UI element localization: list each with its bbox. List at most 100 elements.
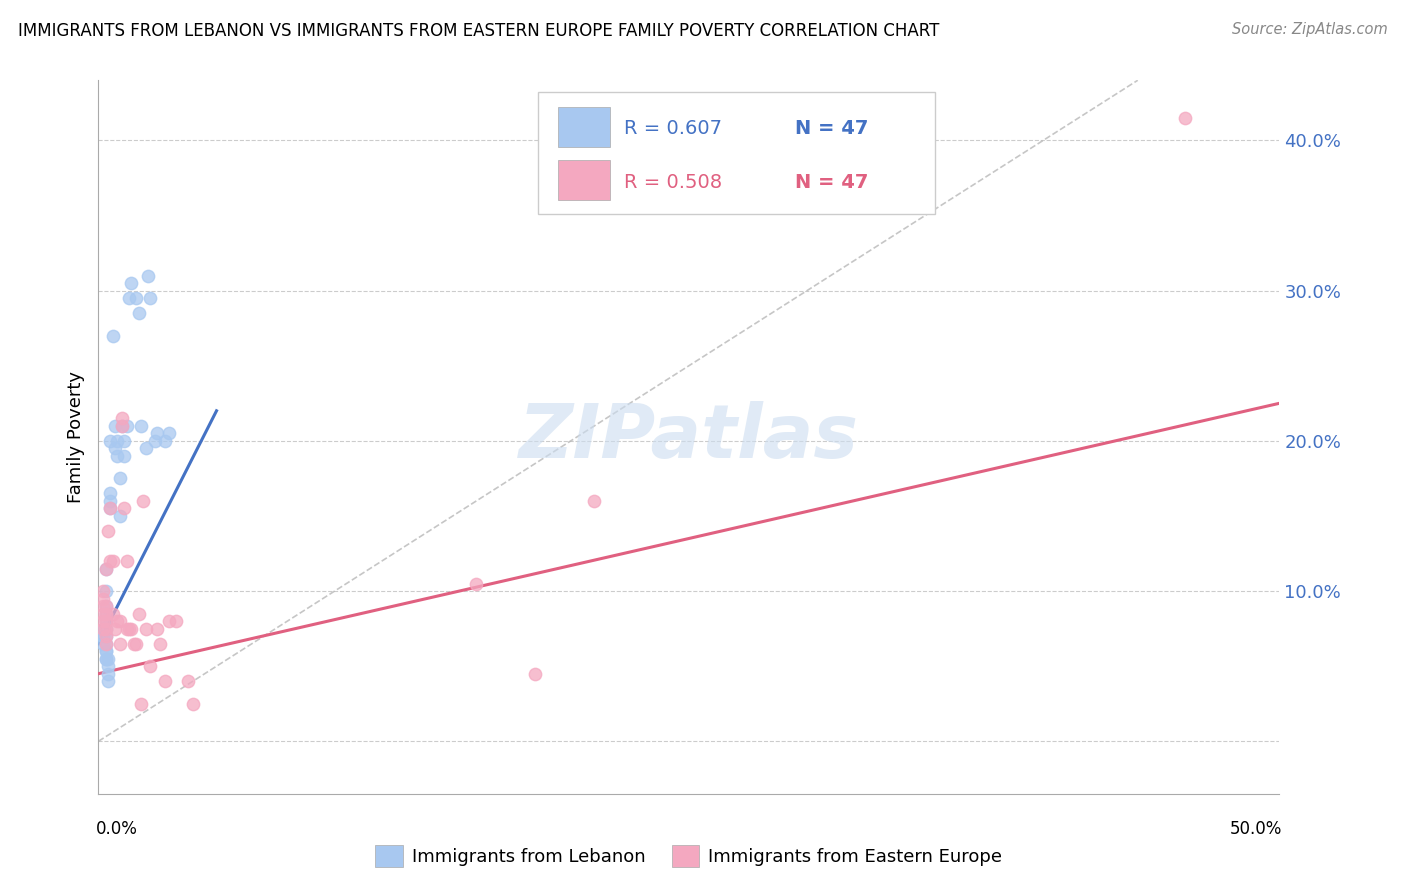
- Point: [153, 674, 176, 689]
- Point: [105, 614, 128, 628]
- Point: [115, 622, 138, 636]
- Point: [108, 614, 131, 628]
- Point: [111, 411, 134, 425]
- Point: [94, 607, 117, 621]
- Point: [121, 622, 143, 636]
- Point: [98, 494, 121, 508]
- Point: [139, 659, 162, 673]
- Point: [111, 418, 134, 433]
- Point: [94, 561, 117, 575]
- Point: [128, 607, 150, 621]
- Point: [91, 599, 114, 613]
- Point: [112, 434, 135, 448]
- Point: [153, 434, 176, 448]
- Point: [112, 449, 135, 463]
- Point: [157, 426, 180, 441]
- Point: [94, 561, 117, 575]
- Text: ZIPatlas: ZIPatlas: [519, 401, 859, 474]
- Point: [94, 644, 117, 658]
- Point: [139, 291, 162, 305]
- Point: [125, 637, 148, 651]
- Point: [98, 554, 121, 568]
- Point: [94, 637, 117, 651]
- Point: [97, 666, 120, 681]
- Point: [125, 291, 148, 305]
- Point: [108, 471, 131, 485]
- Point: [94, 607, 117, 621]
- Point: [112, 501, 135, 516]
- Point: [94, 651, 117, 665]
- Point: [97, 651, 120, 665]
- Point: [91, 622, 114, 636]
- Point: [105, 449, 128, 463]
- Point: [94, 599, 117, 613]
- Point: [146, 426, 169, 441]
- Point: [91, 584, 114, 599]
- Point: [136, 268, 159, 283]
- Text: R = 0.607: R = 0.607: [624, 119, 723, 137]
- Point: [111, 418, 134, 433]
- Point: [101, 554, 124, 568]
- Point: [94, 622, 117, 636]
- Point: [146, 622, 169, 636]
- Point: [128, 306, 150, 320]
- Y-axis label: Family Poverty: Family Poverty: [66, 371, 84, 503]
- Point: [129, 697, 152, 711]
- Point: [108, 637, 131, 651]
- Point: [121, 276, 143, 290]
- Point: [1174, 111, 1197, 125]
- Point: [91, 629, 114, 643]
- Legend: Immigrants from Lebanon, Immigrants from Eastern Europe: Immigrants from Lebanon, Immigrants from…: [375, 845, 1002, 867]
- Point: [165, 614, 187, 628]
- Point: [97, 674, 120, 689]
- Point: [94, 637, 117, 651]
- FancyBboxPatch shape: [558, 107, 610, 146]
- Point: [524, 666, 547, 681]
- Point: [135, 442, 157, 456]
- Point: [94, 599, 117, 613]
- Point: [91, 629, 114, 643]
- Point: [115, 418, 138, 433]
- Point: [104, 442, 127, 456]
- Point: [94, 614, 117, 628]
- Point: [94, 622, 117, 636]
- FancyBboxPatch shape: [558, 161, 610, 200]
- Point: [91, 622, 114, 636]
- Point: [181, 697, 204, 711]
- Point: [132, 494, 155, 508]
- Point: [94, 629, 117, 643]
- Text: IMMIGRANTS FROM LEBANON VS IMMIGRANTS FROM EASTERN EUROPE FAMILY POVERTY CORRELA: IMMIGRANTS FROM LEBANON VS IMMIGRANTS FR…: [18, 22, 939, 40]
- Point: [98, 501, 121, 516]
- Point: [104, 622, 127, 636]
- Text: 50.0%: 50.0%: [1230, 820, 1282, 838]
- Point: [177, 674, 200, 689]
- Point: [98, 501, 121, 516]
- Point: [135, 622, 157, 636]
- Text: 0.0%: 0.0%: [96, 820, 138, 838]
- Text: N = 47: N = 47: [796, 119, 869, 137]
- Point: [115, 554, 138, 568]
- Point: [104, 418, 127, 433]
- Point: [91, 614, 114, 628]
- Point: [94, 629, 117, 643]
- Point: [94, 651, 117, 665]
- Point: [583, 494, 606, 508]
- Point: [101, 607, 124, 621]
- Point: [157, 614, 180, 628]
- Point: [149, 637, 172, 651]
- Point: [101, 328, 124, 343]
- Point: [105, 434, 128, 448]
- Text: N = 47: N = 47: [796, 173, 869, 192]
- Point: [143, 434, 166, 448]
- Point: [91, 607, 114, 621]
- Point: [91, 637, 114, 651]
- Point: [94, 614, 117, 628]
- Point: [91, 591, 114, 606]
- Point: [98, 434, 121, 448]
- FancyBboxPatch shape: [537, 93, 935, 214]
- Text: Source: ZipAtlas.com: Source: ZipAtlas.com: [1232, 22, 1388, 37]
- Point: [94, 584, 117, 599]
- Text: R = 0.508: R = 0.508: [624, 173, 723, 192]
- Point: [465, 576, 488, 591]
- Point: [118, 291, 141, 305]
